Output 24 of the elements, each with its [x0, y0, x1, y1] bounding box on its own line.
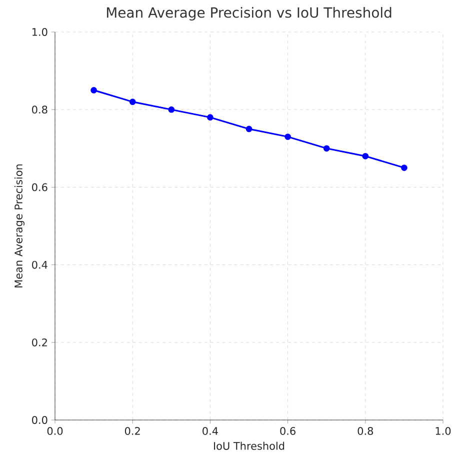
y-tick-label: 0.0: [32, 416, 48, 424]
x-tick-label: 1.0: [436, 427, 451, 435]
x-tick-label: 0.0: [47, 427, 63, 435]
y-axis-title: Mean Average Precision: [14, 164, 24, 288]
point: [207, 114, 214, 121]
x-tick-label: 0.2: [124, 427, 140, 435]
x-axis-title: IoU Threshold: [214, 442, 284, 450]
point: [401, 164, 408, 171]
point: [284, 134, 291, 140]
chart-title: Mean Average Precision vs IoU Threshold: [106, 7, 392, 21]
y-tick-label: 0.4: [32, 260, 48, 269]
x-tick-label: 0.4: [202, 427, 218, 435]
y-tick-label: 0.2: [32, 338, 47, 346]
point: [168, 106, 175, 113]
point: [323, 145, 330, 152]
point: [129, 98, 136, 106]
point: [90, 87, 97, 94]
y-tick-label: 0.8: [32, 106, 48, 114]
point: [246, 126, 252, 132]
point: [362, 152, 369, 160]
x-tick-label: 0.8: [358, 427, 374, 435]
y-tick-label: 1.0: [32, 28, 48, 36]
y-tick-label: 0.6: [32, 183, 48, 192]
x-tick-label: 0.6: [280, 427, 296, 435]
